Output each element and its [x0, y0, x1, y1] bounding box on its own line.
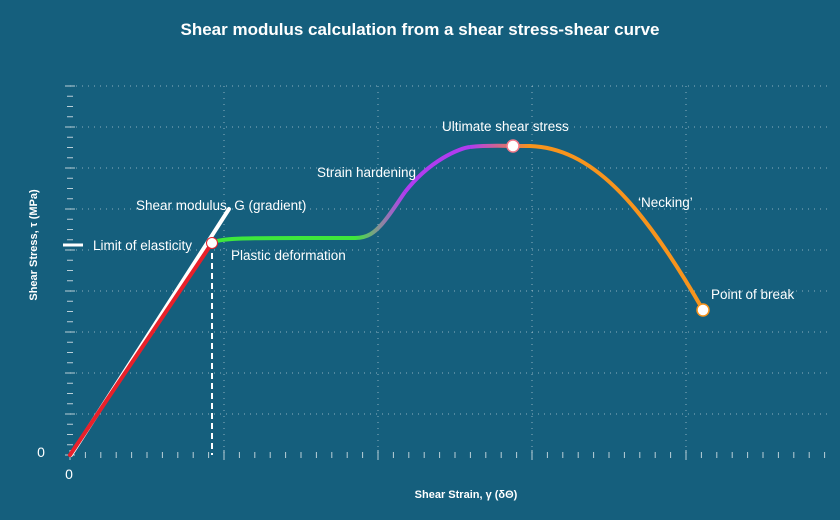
- x-axis-title: Shear Strain, γ (δΘ): [415, 489, 518, 501]
- chart-title: Shear modulus calculation from a shear s…: [180, 20, 659, 39]
- annotation-necking: ‘Necking’: [638, 195, 693, 210]
- annotation-point-of-break: Point of break: [711, 287, 795, 302]
- break-point: [696, 303, 710, 317]
- x-origin-label: 0: [65, 466, 73, 482]
- y-axis-title: Shear Stress, τ (MPa): [28, 189, 40, 301]
- annotation-limit-of-elasticity: Limit of elasticity: [93, 238, 192, 253]
- annotation-shear-modulus: Shear modulus, G (gradient): [136, 198, 306, 213]
- hardening-series-line: [403, 145, 471, 194]
- annotation-plastic-deformation: Plastic deformation: [231, 248, 346, 263]
- transition-series-line: [354, 190, 407, 240]
- grid: [70, 85, 832, 455]
- necking-series-line: [528, 144, 705, 312]
- annotation-ultimate-shear-stress: Ultimate shear stress: [442, 119, 569, 134]
- plastic-series-line: [210, 236, 357, 245]
- annotation-strain-hardening: Strain hardening: [317, 165, 416, 180]
- y-origin-label: 0: [37, 444, 45, 460]
- ultimate-stress-point: [506, 139, 520, 153]
- elastic-limit-point: [206, 237, 218, 249]
- x-axis-ticks: [69, 450, 826, 460]
- y-axis-ticks: [65, 85, 75, 456]
- elastic-series-line: [68, 241, 214, 457]
- ultimate-series-line: [469, 143, 530, 149]
